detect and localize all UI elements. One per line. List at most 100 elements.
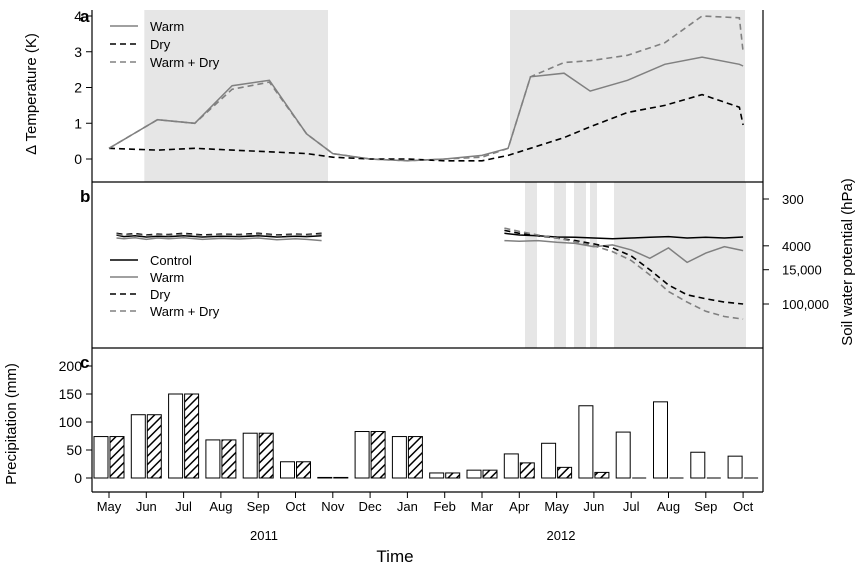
- series-line-control-2012: [504, 232, 744, 240]
- x-tick-label: Apr: [509, 499, 530, 514]
- shaded-period-1: [144, 10, 328, 182]
- bar-open-feb-9: [429, 472, 445, 479]
- bar-open-sep-16: [690, 451, 706, 479]
- bar-open-aug-3: [205, 439, 221, 479]
- y-tick-label: 0: [74, 470, 82, 486]
- bar-hatched-feb-9: [445, 472, 461, 479]
- series-line-warm-dry: [108, 15, 744, 162]
- bar-open-jun-1: [130, 414, 146, 479]
- panel-c-y-axis: 0 50 100 150 200: [59, 358, 92, 486]
- series-line-warm-2012: [504, 239, 744, 264]
- bar-hatched-jan-8: [407, 436, 423, 479]
- bar-open-aug-15: [653, 401, 668, 479]
- bar-open-sep-4: [242, 432, 258, 479]
- bar-hatched-apr-11: [519, 462, 535, 479]
- shaded-period-5: [614, 182, 746, 348]
- bar-open-jul-14: [615, 431, 631, 479]
- x-tick-label: Jun: [583, 499, 604, 514]
- x-tick-label: May: [97, 499, 122, 514]
- bar-hatched-may-0: [109, 436, 125, 479]
- panel-c-precipitation: 0 50 100 150 200 c Precipitation (mm): [3, 353, 759, 486]
- x-tick-label: Jun: [136, 499, 157, 514]
- figure-frame: [91, 10, 764, 493]
- bar-hatched-mar-10: [482, 469, 498, 479]
- y-tick-label: 4000: [782, 239, 811, 254]
- y-tick-label: 50: [66, 442, 82, 458]
- shaded-period-4: [590, 182, 597, 348]
- x-tick-label: Mar: [471, 499, 494, 514]
- series-line-control-2011: [116, 234, 322, 238]
- x-axis: May Jun Jul Aug Sep Oct Nov Dec Jan Feb Mar Apr May J…: [97, 492, 754, 514]
- y-tick-label: 0: [74, 151, 82, 167]
- legend-label: Control: [150, 253, 192, 268]
- y-tick-label: 4: [74, 8, 82, 24]
- legend-label: Warm + Dry: [150, 304, 220, 319]
- bar-open-jan-8: [391, 436, 407, 479]
- x-tick-label: Sep: [694, 499, 717, 514]
- legend-label: Warm: [150, 270, 184, 285]
- bar-hatched-sep-4: [258, 432, 274, 479]
- shaded-period-1: [525, 182, 537, 348]
- panel-b-soil-water: 300 4000 15,000 100,000 b Soil water potent…: [80, 178, 856, 348]
- series-line-warm-2011: [116, 236, 322, 242]
- bar-hatched-nov-6: [333, 476, 349, 479]
- y-tick-label: 200: [59, 358, 83, 374]
- x-tick-label: Jan: [397, 499, 418, 514]
- y-tick-label: 2: [74, 80, 82, 96]
- x-tick-label: Dec: [359, 499, 383, 514]
- x-tick-label: Oct: [733, 499, 754, 514]
- year-label-2011: 2011: [250, 528, 278, 543]
- bar-open-dec-7: [354, 431, 370, 479]
- legend-label: Dry: [150, 37, 171, 52]
- bar-open-oct-17: [727, 455, 743, 479]
- panel-b-shaded-periods: [525, 182, 746, 348]
- x-tick-label: Aug: [657, 499, 680, 514]
- bar-hatched-jun-13: [594, 471, 610, 479]
- series-line-dry: [108, 93, 744, 162]
- x-tick-label: Jul: [623, 499, 640, 514]
- x-tick-label: Sep: [247, 499, 270, 514]
- bar-hatched-aug-3: [221, 439, 237, 479]
- shaded-period-2: [510, 10, 745, 182]
- series-line-warm-dry-2011: [116, 233, 322, 237]
- panel-a-y-axis: 0 1 2 3 4: [74, 8, 92, 167]
- x-axis-title: Time: [376, 547, 413, 566]
- panel-b-series: [116, 227, 744, 320]
- legend-label: Warm + Dry: [150, 55, 220, 70]
- bar-hatched-dec-7: [370, 431, 386, 479]
- x-tick-label: Oct: [285, 499, 306, 514]
- bar-hatched-jul-2: [184, 393, 200, 479]
- y-tick-label: 3: [74, 44, 82, 60]
- panel-a-ylabel: Δ Temperature (K): [23, 33, 40, 155]
- panel-b-letter: b: [80, 187, 90, 206]
- bar-open-may-12: [541, 442, 557, 479]
- shaded-period-2: [554, 182, 566, 348]
- series-line-warm-dry-2012: [504, 227, 744, 320]
- panel-b-y-axis: 300 4000 15,000 100,000: [763, 192, 829, 312]
- panel-a-legend: Warm Dry Warm + Dry: [110, 19, 220, 70]
- y-tick-label: 1: [74, 115, 82, 131]
- y-tick-label: 100: [59, 414, 83, 430]
- y-tick-label: 300: [782, 192, 804, 207]
- bar-open-jul-2: [168, 393, 184, 479]
- legend-label: Warm: [150, 19, 184, 34]
- shaded-period-3: [574, 182, 586, 348]
- bar-open-mar-10: [466, 469, 482, 479]
- y-tick-label: 150: [59, 386, 83, 402]
- y-tick-label: 100,000: [782, 297, 829, 312]
- series-line-dry-2012: [504, 229, 744, 305]
- panel-c-bars: [93, 393, 759, 479]
- bar-open-may-0: [93, 436, 109, 479]
- panel-c-ylabel: Precipitation (mm): [3, 363, 20, 485]
- x-tick-label: Jul: [175, 499, 192, 514]
- x-tick-label: Aug: [209, 499, 232, 514]
- panel-b-legend: Control Warm Dry Warm + Dry: [110, 253, 220, 319]
- bar-open-oct-5: [280, 461, 295, 479]
- panel-a-shaded-periods: [144, 10, 745, 182]
- bar-open-apr-11: [503, 453, 519, 479]
- panel-b-ylabel: Soil water potential (hPa): [839, 178, 856, 346]
- panel-a-letter: a: [80, 7, 90, 26]
- legend-label: Dry: [150, 287, 171, 302]
- panel-c-letter: c: [80, 353, 89, 372]
